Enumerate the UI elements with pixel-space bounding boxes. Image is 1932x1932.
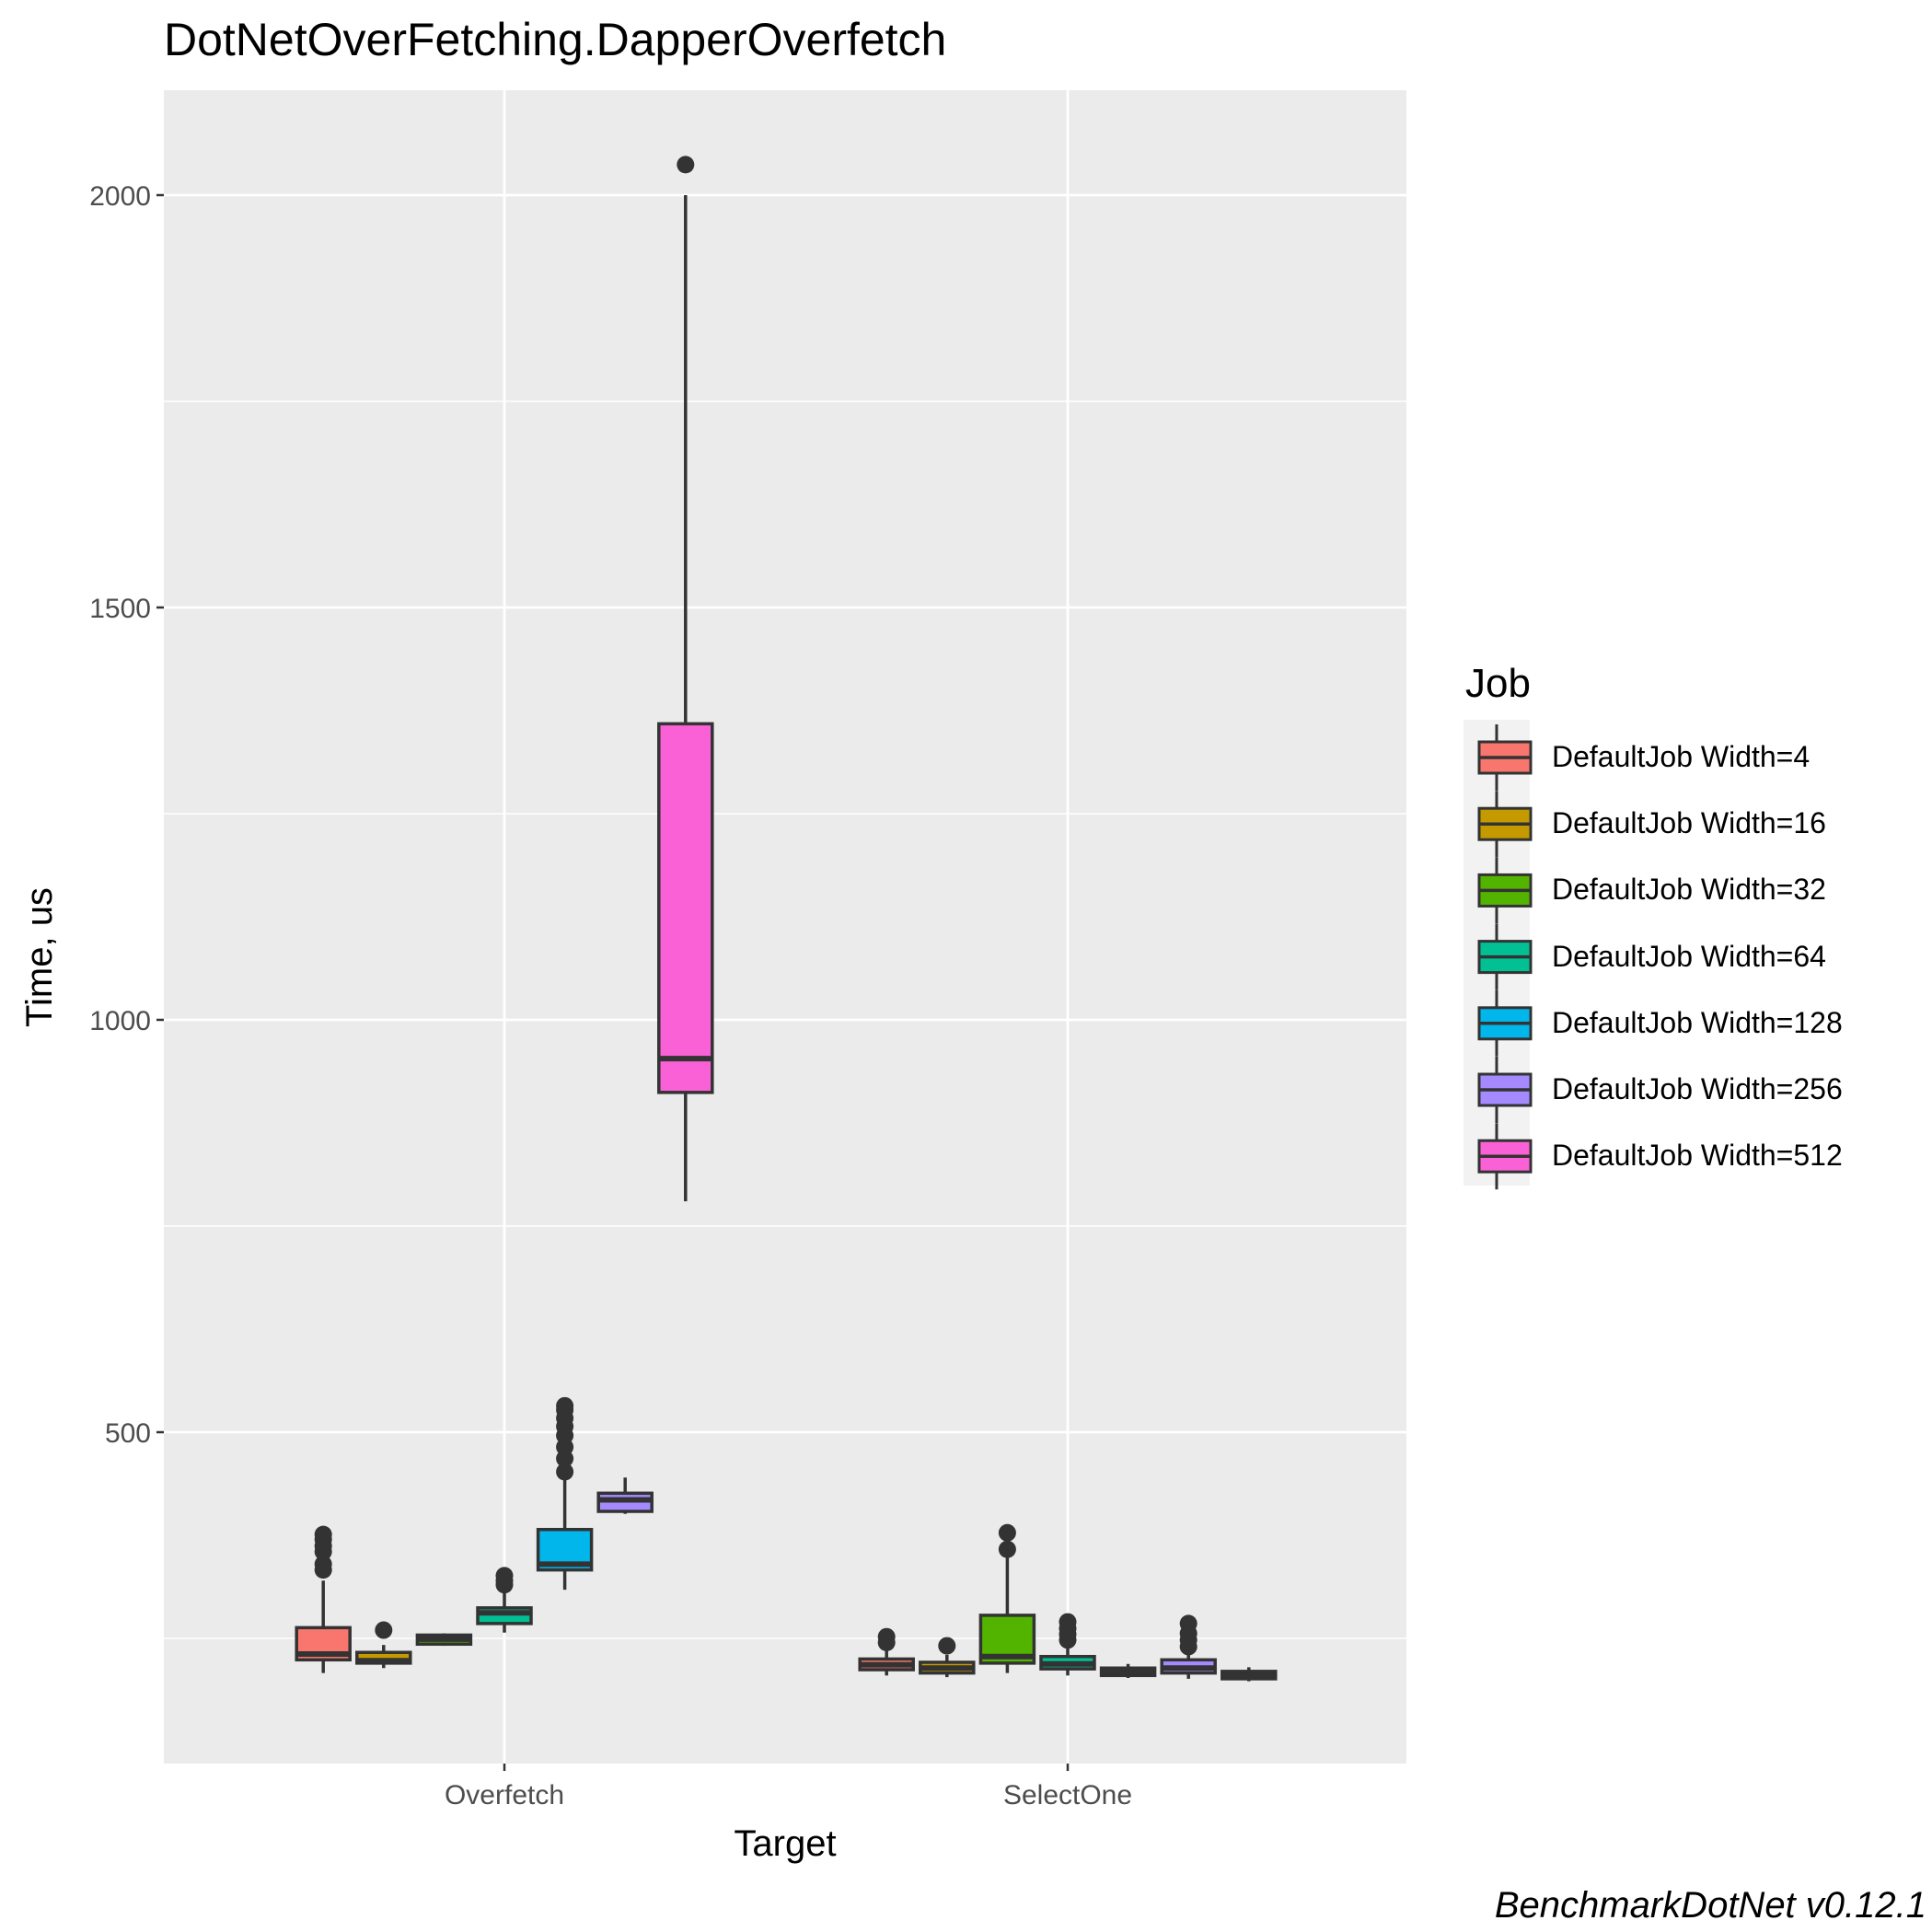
y-axis-label: Time, us <box>19 887 60 1027</box>
y-tick-label: 1500 <box>89 594 151 624</box>
x-tick-label: SelectOne <box>1003 1780 1132 1811</box>
box-defaultjob-width-16-selectone <box>919 1637 976 1678</box>
outlier-point <box>495 1567 514 1585</box>
outlier-point <box>314 1555 332 1573</box>
y-axis-ticks: 500 1000 1500 2000 <box>89 181 164 1449</box>
x-tick-label: Overfetch <box>445 1780 564 1811</box>
legend-key <box>1477 724 1533 791</box>
x-axis-label: Target <box>734 1823 836 1864</box>
box-defaultjob-width-512-selectone <box>1221 1667 1278 1682</box>
outlier-point <box>938 1637 956 1655</box>
legend-keys <box>1463 720 1533 1190</box>
outlier-point <box>677 156 695 174</box>
legend-item-label: DefaultJob Width=32 <box>1552 873 1826 907</box>
legend-item-label: DefaultJob Width=256 <box>1552 1072 1843 1105</box>
legend-item-label: DefaultJob Width=64 <box>1552 939 1826 973</box>
legend-title: Job <box>1465 661 1531 706</box>
box-defaultjob-width-32-selectone <box>978 1523 1036 1673</box>
box-defaultjob-width-512-overfetch <box>657 156 714 1202</box>
legend-item-label: DefaultJob Width=16 <box>1552 806 1826 840</box>
outlier-point <box>1179 1614 1197 1633</box>
box-defaultjob-width-64-overfetch <box>476 1567 533 1633</box>
box-defaultjob-width-128-selectone <box>1099 1663 1157 1679</box>
outlier-point <box>998 1523 1016 1542</box>
outlier-point <box>1059 1613 1077 1631</box>
legend-key <box>1477 857 1533 924</box>
y-tick-label: 500 <box>105 1418 151 1449</box>
outlier-point <box>556 1396 574 1415</box>
x-axis-ticks: Overfetch SelectOne <box>445 1764 1132 1811</box>
outlier-point <box>556 1463 574 1481</box>
chart-title: DotNetOverFetching.DapperOverfetch <box>164 14 947 65</box>
outlier-point <box>998 1540 1016 1558</box>
gridlines <box>164 90 1406 1764</box>
box-defaultjob-width-4-overfetch <box>295 1525 352 1673</box>
box-defaultjob-width-32-overfetch <box>415 1633 473 1647</box>
legend-key <box>1477 1057 1533 1123</box>
legend-key <box>1477 923 1533 990</box>
legend-key <box>1477 791 1533 858</box>
footer-version: BenchmarkDotNet v0.12.1 <box>1494 1885 1926 1926</box>
y-tick-label: 2000 <box>89 181 151 212</box>
boxes <box>295 156 1278 1682</box>
box-defaultjob-width-16-overfetch <box>355 1621 412 1669</box>
y-tick-label: 1000 <box>89 1006 151 1036</box>
box-defaultjob-width-64-selectone <box>1039 1613 1096 1676</box>
box-defaultjob-width-256-selectone <box>1160 1614 1217 1679</box>
legend-item-label: DefaultJob Width=512 <box>1552 1139 1843 1173</box>
legend-key <box>1477 1123 1533 1190</box>
legend-item-label: DefaultJob Width=128 <box>1552 1005 1843 1039</box>
legend-key <box>1477 989 1533 1057</box>
box-defaultjob-width-128-overfetch <box>536 1396 594 1591</box>
outlier-point <box>877 1627 896 1646</box>
box-defaultjob-width-256-overfetch <box>596 1477 654 1514</box>
plot-panel <box>164 90 1406 1764</box>
box-body <box>657 722 714 1094</box>
box-defaultjob-width-4-selectone <box>858 1627 915 1676</box>
outlier-point <box>375 1621 393 1639</box>
outlier-point <box>314 1525 332 1544</box>
legend-item-label: DefaultJob Width=4 <box>1552 740 1811 773</box>
